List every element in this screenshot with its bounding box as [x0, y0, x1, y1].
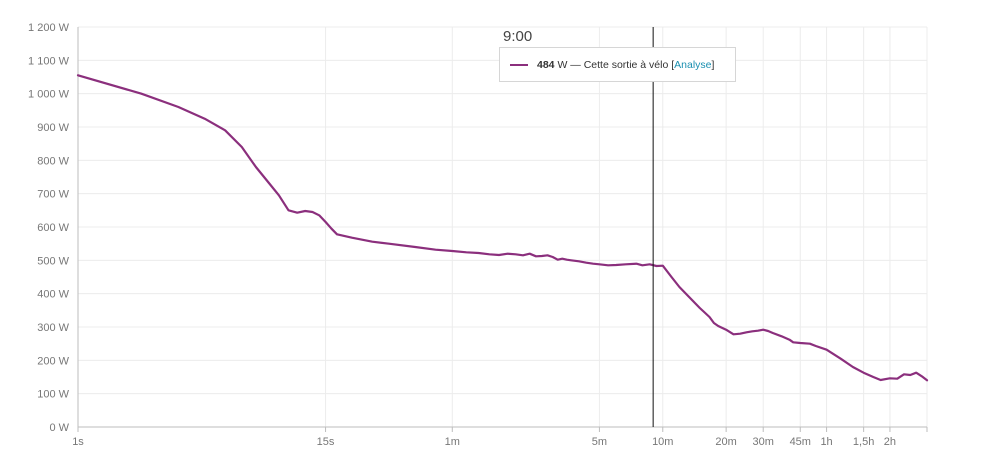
y-tick-label: 200 W	[37, 355, 69, 367]
x-tick-label: 1m	[445, 436, 460, 448]
y-tick-label: 100 W	[37, 389, 69, 401]
y-tick-label: 900 W	[37, 122, 69, 134]
x-axis-tick-labels: 1s 15s 1m 5m 10m 20m 30m 45m 1h 1,5h 2h	[72, 436, 896, 448]
tooltip-description: W — Cette sortie à vélo	[554, 58, 672, 71]
y-tick-label: 1 200 W	[28, 22, 70, 34]
x-gridlines	[325, 27, 928, 427]
x-tick-label: 45m	[790, 436, 811, 448]
x-tick-label: 1s	[72, 436, 84, 448]
x-axis-ticks	[77, 427, 928, 432]
y-tick-label: 300 W	[37, 322, 69, 334]
y-tick-label: 500 W	[37, 255, 69, 267]
x-tick-label: 10m	[652, 436, 673, 448]
y-tick-label: 600 W	[37, 222, 69, 234]
tooltip-bracket-close: ]	[711, 58, 715, 71]
power-series-line[interactable]	[76, 74, 929, 382]
y-tick-label: 700 W	[37, 189, 69, 201]
x-tick-label: 1h	[820, 436, 832, 448]
series-swatch	[510, 63, 528, 66]
x-tick-label: 30m	[753, 436, 774, 448]
y-tick-label: 1 100 W	[28, 55, 70, 67]
tooltip-value: 484	[537, 58, 555, 71]
analyse-link[interactable]: Analyse	[674, 58, 712, 71]
x-tick-label: 20m	[715, 436, 736, 448]
y-gridlines	[78, 26, 927, 395]
cursor-time-label: 9:00	[503, 28, 533, 45]
x-tick-label: 5m	[592, 436, 607, 448]
x-tick-label: 2h	[884, 436, 896, 448]
tooltip-bracket-open: [	[671, 58, 675, 71]
y-tick-label: 800 W	[37, 155, 69, 167]
y-tick-label: 0 W	[49, 422, 69, 434]
hover-tooltip: 484 W — Cette sortie à vélo [ Analyse ]	[499, 47, 736, 82]
y-axis-tick-labels: 0 W 100 W 200 W 300 W 400 W 500 W 600 W 700 W 80…	[28, 22, 70, 434]
y-tick-label: 400 W	[37, 289, 69, 301]
x-tick-label: 15s	[317, 436, 335, 448]
x-tick-label: 1,5h	[853, 436, 874, 448]
y-tick-label: 1 000 W	[28, 89, 70, 101]
